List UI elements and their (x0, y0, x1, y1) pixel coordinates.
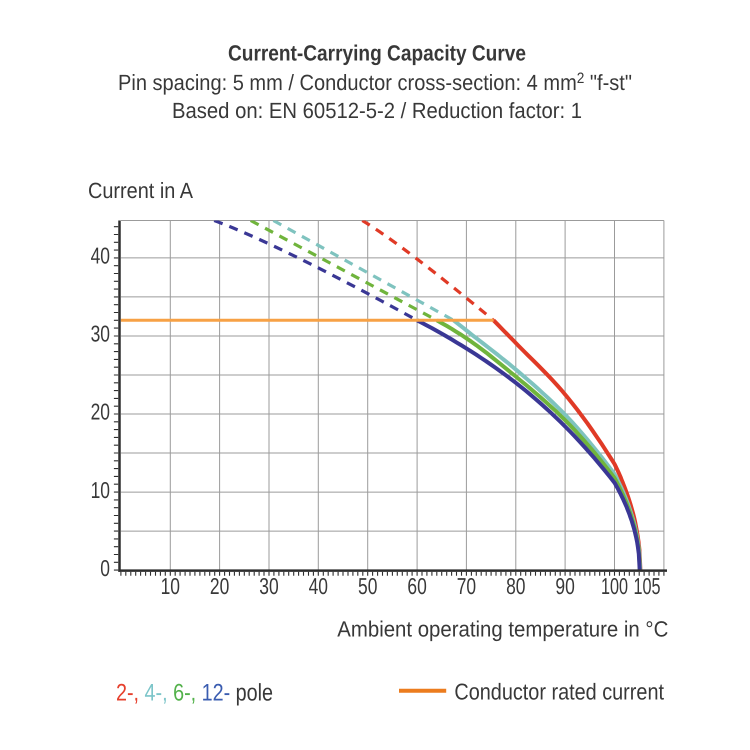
svg-text:20: 20 (210, 573, 229, 599)
svg-text:30: 30 (259, 573, 278, 599)
svg-text:60: 60 (407, 573, 426, 599)
svg-text:70: 70 (457, 573, 476, 599)
svg-text:40: 40 (91, 243, 110, 269)
svg-text:Current in A: Current in A (88, 178, 193, 203)
svg-text:Pin spacing: 5 mm / Conductor: Pin spacing: 5 mm / Conductor cross-sect… (118, 70, 632, 95)
svg-text:10: 10 (91, 477, 110, 503)
svg-text:90: 90 (555, 573, 574, 599)
svg-text:40: 40 (309, 573, 328, 599)
svg-text:20: 20 (91, 399, 110, 425)
svg-text:Based on: EN 60512-5-2 / Reduc: Based on: EN 60512-5-2 / Reduction facto… (172, 98, 582, 123)
svg-text:2-, 4-, 6-, 12- pole: 2-, 4-, 6-, 12- pole (116, 680, 273, 707)
svg-text:Conductor rated current: Conductor rated current (454, 679, 664, 705)
svg-text:50: 50 (358, 573, 377, 599)
svg-text:0: 0 (100, 555, 110, 581)
svg-text:10: 10 (161, 573, 180, 599)
svg-text:100: 100 (601, 573, 628, 599)
svg-text:80: 80 (506, 573, 525, 599)
svg-text:30: 30 (91, 321, 110, 347)
svg-text:105: 105 (634, 573, 661, 599)
svg-text:Ambient operating temperature: Ambient operating temperature in °C (337, 617, 668, 642)
svg-text:Current-Carrying Capacity Curv: Current-Carrying Capacity Curve (228, 41, 526, 66)
